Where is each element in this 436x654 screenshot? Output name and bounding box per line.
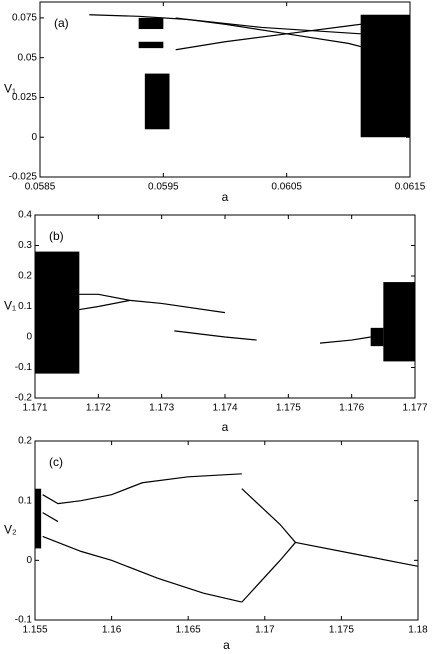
panel-label: (b) (49, 229, 64, 243)
y-tick-label: -0.1 (15, 615, 33, 626)
x-tick-label: 1.173 (149, 403, 174, 414)
x-tick-label: 1.16 (102, 625, 122, 636)
y-tick-label: 0 (31, 132, 37, 143)
chaotic-band (35, 488, 42, 549)
chaotic-band (383, 282, 415, 362)
y-tick-label: -0.025 (9, 172, 38, 183)
plot-frame (34, 214, 416, 399)
x-tick-label: 1.171 (22, 403, 47, 414)
branch (89, 14, 189, 21)
y-tick-label: 0.3 (18, 240, 32, 251)
chaotic-band (144, 73, 170, 130)
branch (319, 336, 371, 344)
chaotic-band (138, 41, 164, 49)
branch (187, 18, 361, 35)
y-tick-label: 0.025 (12, 92, 37, 103)
x-tick-label: 1.175 (276, 403, 301, 414)
plot-frame (39, 1, 411, 178)
y-axis-label: V₁ (4, 82, 16, 96)
x-tick-label: 1.175 (329, 625, 354, 636)
y-tick-label: 0 (26, 555, 32, 566)
x-axis-label: a (222, 420, 229, 434)
y-tick-label: -0.2 (15, 393, 33, 404)
x-axis-label: a (222, 190, 229, 204)
x-tick-label: 1.17 (255, 625, 275, 636)
x-tick-label: 0.0595 (148, 182, 179, 193)
branch (42, 535, 242, 603)
plot-frame (34, 440, 419, 621)
chaotic-band (370, 327, 384, 347)
y-tick-label: 0 (26, 332, 32, 343)
x-tick-label: 0.0585 (25, 182, 56, 193)
y-axis-label: V₁ (4, 299, 16, 313)
x-axis-label: a (223, 638, 230, 652)
y-axis-label: V₂ (4, 523, 17, 537)
branch (175, 22, 374, 51)
chaotic-band (35, 251, 80, 374)
branch (42, 512, 59, 523)
y-tick-label: -0.1 (15, 362, 33, 373)
branch (174, 330, 257, 341)
y-tick-label: 0.2 (18, 436, 32, 447)
x-tick-label: 1.155 (22, 625, 47, 636)
x-tick-label: 0.0605 (271, 182, 302, 193)
branch (79, 299, 131, 311)
branch (79, 293, 226, 314)
x-tick-label: 1.177 (402, 403, 427, 414)
branch (42, 473, 242, 505)
chaotic-band (138, 17, 164, 30)
panel-label: (c) (49, 455, 63, 469)
y-tick-label: 0.1 (18, 301, 32, 312)
x-tick-label: 1.174 (212, 403, 237, 414)
y-tick-label: 0.4 (18, 210, 32, 221)
x-tick-label: 0.0615 (395, 182, 426, 193)
branch (241, 542, 296, 603)
chaotic-band (360, 14, 410, 138)
y-tick-label: 0.05 (18, 52, 38, 63)
x-tick-label: 1.172 (86, 403, 111, 414)
branch (241, 488, 296, 543)
y-tick-label: 0.1 (18, 495, 32, 506)
y-tick-label: 0.2 (18, 271, 32, 282)
y-tick-label: 0.075 (12, 13, 37, 24)
panel-label: (a) (54, 16, 69, 30)
branch (295, 541, 419, 567)
x-tick-label: 1.18 (408, 625, 428, 636)
x-tick-label: 1.165 (176, 625, 201, 636)
x-tick-label: 1.176 (339, 403, 364, 414)
